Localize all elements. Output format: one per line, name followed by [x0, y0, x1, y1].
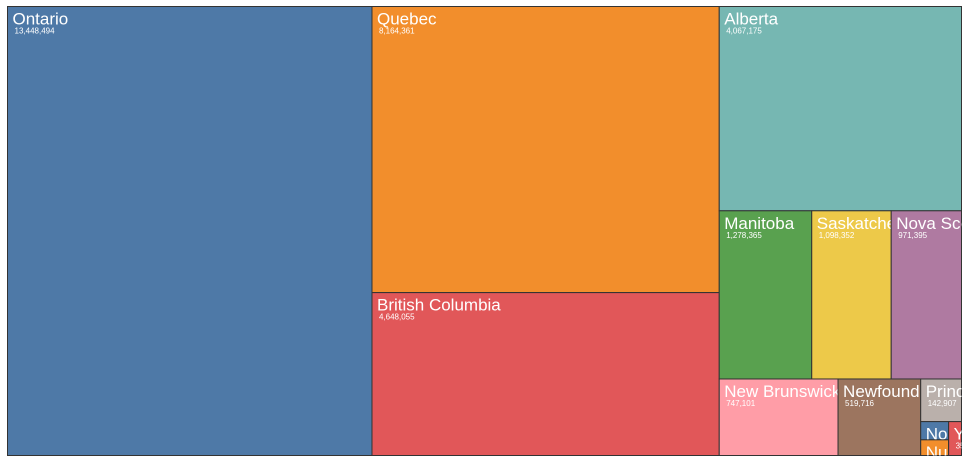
tile-name: British Columbia — [377, 296, 501, 315]
tile-labels: Newfoundland and Labrador519,716 — [843, 382, 968, 408]
tile: Northwest Territories41,786 — [920, 421, 968, 444]
tile-name: Northwest Territories — [926, 425, 968, 444]
tile-value: 747,101 — [726, 399, 755, 408]
tile-value: 971,395 — [898, 231, 927, 240]
tile-value: 1,098,352 — [819, 231, 855, 240]
tile-labels: Nunavut35,944 — [926, 443, 968, 462]
tile-value: 35,874 — [956, 442, 968, 451]
tile-name: New Brunswick — [724, 382, 841, 401]
tile-name: Nova Scotia — [896, 214, 968, 233]
tile-rect — [920, 378, 962, 423]
tile-labels: Northwest Territories41,786 — [926, 425, 968, 444]
tile-labels: Nova Scotia971,395 — [896, 214, 968, 240]
tile-value: 4,648,055 — [379, 313, 415, 322]
tile-name: Saskatchewan — [817, 214, 928, 233]
tile-rect — [371, 292, 720, 456]
tile: Newfoundland and Labrador519,716 — [837, 378, 968, 456]
tile-rect — [890, 210, 963, 380]
tile-value: 1,278,365 — [726, 231, 762, 240]
tile-value: 519,716 — [845, 399, 874, 408]
tile-name: Nunavut — [926, 443, 968, 462]
tile: Prince Edward Island142,907 — [920, 378, 968, 423]
tile-name: Manitoba — [724, 214, 794, 233]
tile-rect — [7, 6, 373, 456]
tile-value: 4,067,175 — [726, 27, 762, 36]
tile-name: Yukon — [954, 425, 968, 444]
tile: Nunavut35,944 — [920, 439, 968, 462]
tile-name: Prince Edward Island — [926, 382, 968, 401]
tile-rect — [837, 378, 922, 456]
tile-value: 8,164,361 — [379, 27, 415, 36]
tile-rect — [811, 210, 892, 380]
tile-labels: Prince Edward Island142,907 — [926, 382, 968, 408]
tile-name: Quebec — [377, 10, 437, 29]
tile-name: Alberta — [724, 10, 778, 29]
tile-name: Newfoundland and Labrador — [843, 382, 968, 401]
tile-rect — [371, 6, 720, 294]
tile-name: Ontario — [13, 10, 69, 29]
tile-value: 13,448,494 — [15, 27, 56, 36]
tile: Yukon35,874 — [948, 421, 968, 456]
tile: Nova Scotia971,395 — [890, 210, 968, 380]
tile-rect — [718, 6, 962, 212]
tile-value: 142,907 — [928, 399, 957, 408]
tile-labels: Yukon35,874 — [954, 425, 968, 451]
tile-rect — [718, 210, 813, 380]
tile-rect — [948, 421, 963, 456]
